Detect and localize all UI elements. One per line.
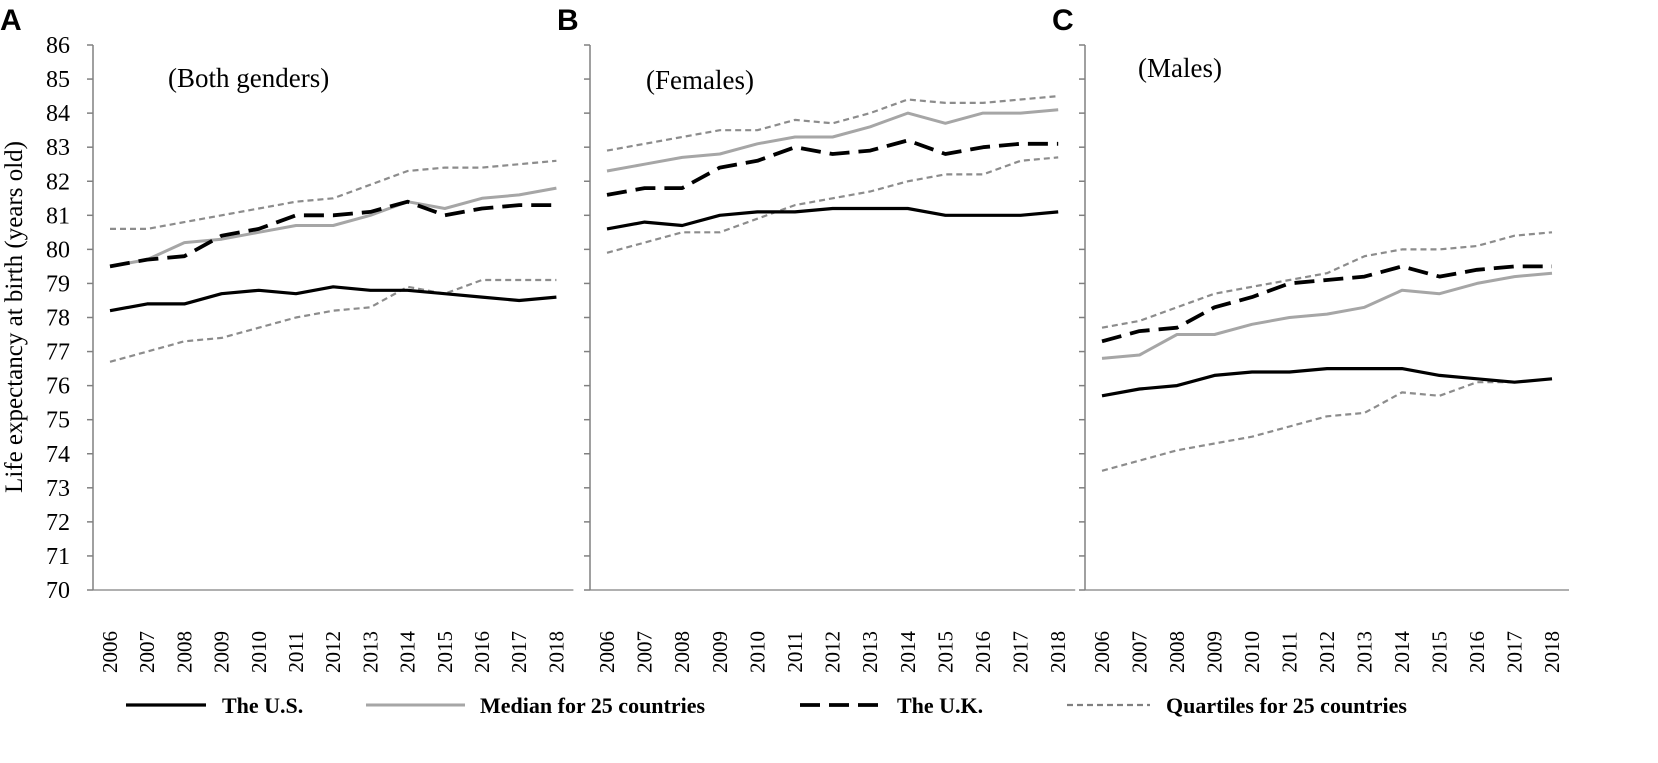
y-tick-label: 75 (46, 408, 70, 434)
x-tick-label: 2009 (708, 631, 732, 673)
x-tick-label: 2010 (247, 631, 271, 673)
x-tick-label: 2015 (1428, 631, 1452, 673)
x-tick-label: 2018 (1540, 631, 1564, 673)
x-tick-label: 2006 (595, 631, 619, 673)
y-tick-label: 80 (46, 237, 70, 263)
series-line (1101, 231, 1553, 329)
y-tick-label: 72 (46, 510, 70, 536)
x-tick-label: 2016 (1465, 631, 1489, 673)
x-tick-label: 2014 (1390, 631, 1414, 674)
y-tick-label: 78 (46, 306, 70, 332)
y-tick-label: 76 (46, 374, 70, 400)
x-tick-label: 2009 (1203, 631, 1227, 673)
x-tick-label: 2012 (321, 631, 345, 673)
series-line (109, 285, 557, 313)
x-tick-label: 2014 (896, 631, 920, 674)
y-tick-label: 81 (46, 203, 70, 229)
series-line (606, 138, 1059, 197)
y-tick-label: 83 (46, 135, 70, 161)
y-tick-label: 85 (46, 67, 70, 93)
y-axis-label: Life expectancy at birth (years old) (1, 141, 28, 493)
series-line (1101, 377, 1553, 472)
series-line (606, 206, 1059, 231)
x-tick-label: 2016 (971, 631, 995, 673)
x-tick-label: 2010 (1240, 631, 1264, 673)
x-tick-label: 2007 (1128, 631, 1152, 673)
series-line (606, 95, 1059, 152)
x-tick-label: 2011 (783, 631, 807, 672)
series-line (606, 156, 1059, 254)
series-line (1101, 264, 1552, 344)
x-tick-label: 2007 (633, 631, 657, 673)
x-tick-label: 2008 (670, 631, 694, 673)
x-tick-label: 2018 (544, 631, 568, 673)
legend-label: The U.K. (897, 693, 983, 718)
series-line (109, 199, 557, 269)
panel-letter: B (557, 4, 579, 37)
panel-title: (Males) (1138, 53, 1222, 83)
y-tick-label: 86 (46, 33, 70, 59)
x-tick-label: 2008 (1165, 631, 1189, 673)
y-tick-label: 71 (46, 544, 70, 570)
panel-letter: C (1052, 4, 1074, 37)
legend-label: The U.S. (222, 693, 303, 718)
x-tick-label: 2010 (745, 631, 769, 673)
series-line (109, 186, 557, 268)
y-tick-label: 77 (46, 340, 70, 366)
y-tick-label: 73 (46, 476, 70, 502)
x-tick-label: 2017 (1503, 631, 1527, 673)
series-line (1101, 367, 1553, 398)
series-line (1101, 271, 1553, 360)
panel-title: (Females) (646, 65, 754, 95)
y-tick-label: 84 (46, 101, 70, 127)
x-tick-label: 2013 (358, 631, 382, 673)
x-tick-label: 2011 (1278, 631, 1302, 672)
panel-letter: A (0, 4, 22, 37)
series-line (109, 278, 557, 363)
y-tick-label: 70 (46, 578, 70, 604)
x-tick-label: 2016 (470, 631, 494, 673)
legend-label: Median for 25 countries (480, 693, 706, 718)
y-tick-label: 82 (46, 169, 70, 195)
x-tick-label: 2013 (858, 631, 882, 673)
x-tick-label: 2011 (284, 631, 308, 672)
x-tick-label: 2014 (396, 631, 420, 674)
legend-label: Quartiles for 25 countries (1166, 693, 1407, 718)
x-tick-label: 2015 (433, 631, 457, 673)
y-tick-label: 79 (46, 271, 70, 297)
x-tick-label: 2013 (1353, 631, 1377, 673)
x-tick-label: 2009 (210, 631, 234, 673)
x-tick-label: 2017 (507, 631, 531, 673)
x-tick-label: 2018 (1046, 631, 1070, 673)
panel-title: (Both genders) (168, 63, 329, 93)
series-line (110, 159, 557, 230)
x-tick-label: 2015 (933, 631, 957, 673)
x-tick-label: 2007 (135, 631, 159, 673)
y-tick-label: 74 (46, 442, 70, 468)
x-tick-label: 2017 (1009, 631, 1033, 673)
x-tick-label: 2006 (1090, 631, 1114, 673)
series-line (606, 108, 1059, 173)
x-tick-label: 2012 (1315, 631, 1339, 673)
x-tick-label: 2008 (172, 631, 196, 673)
x-tick-label: 2012 (821, 631, 845, 673)
x-tick-label: 2006 (98, 631, 122, 673)
